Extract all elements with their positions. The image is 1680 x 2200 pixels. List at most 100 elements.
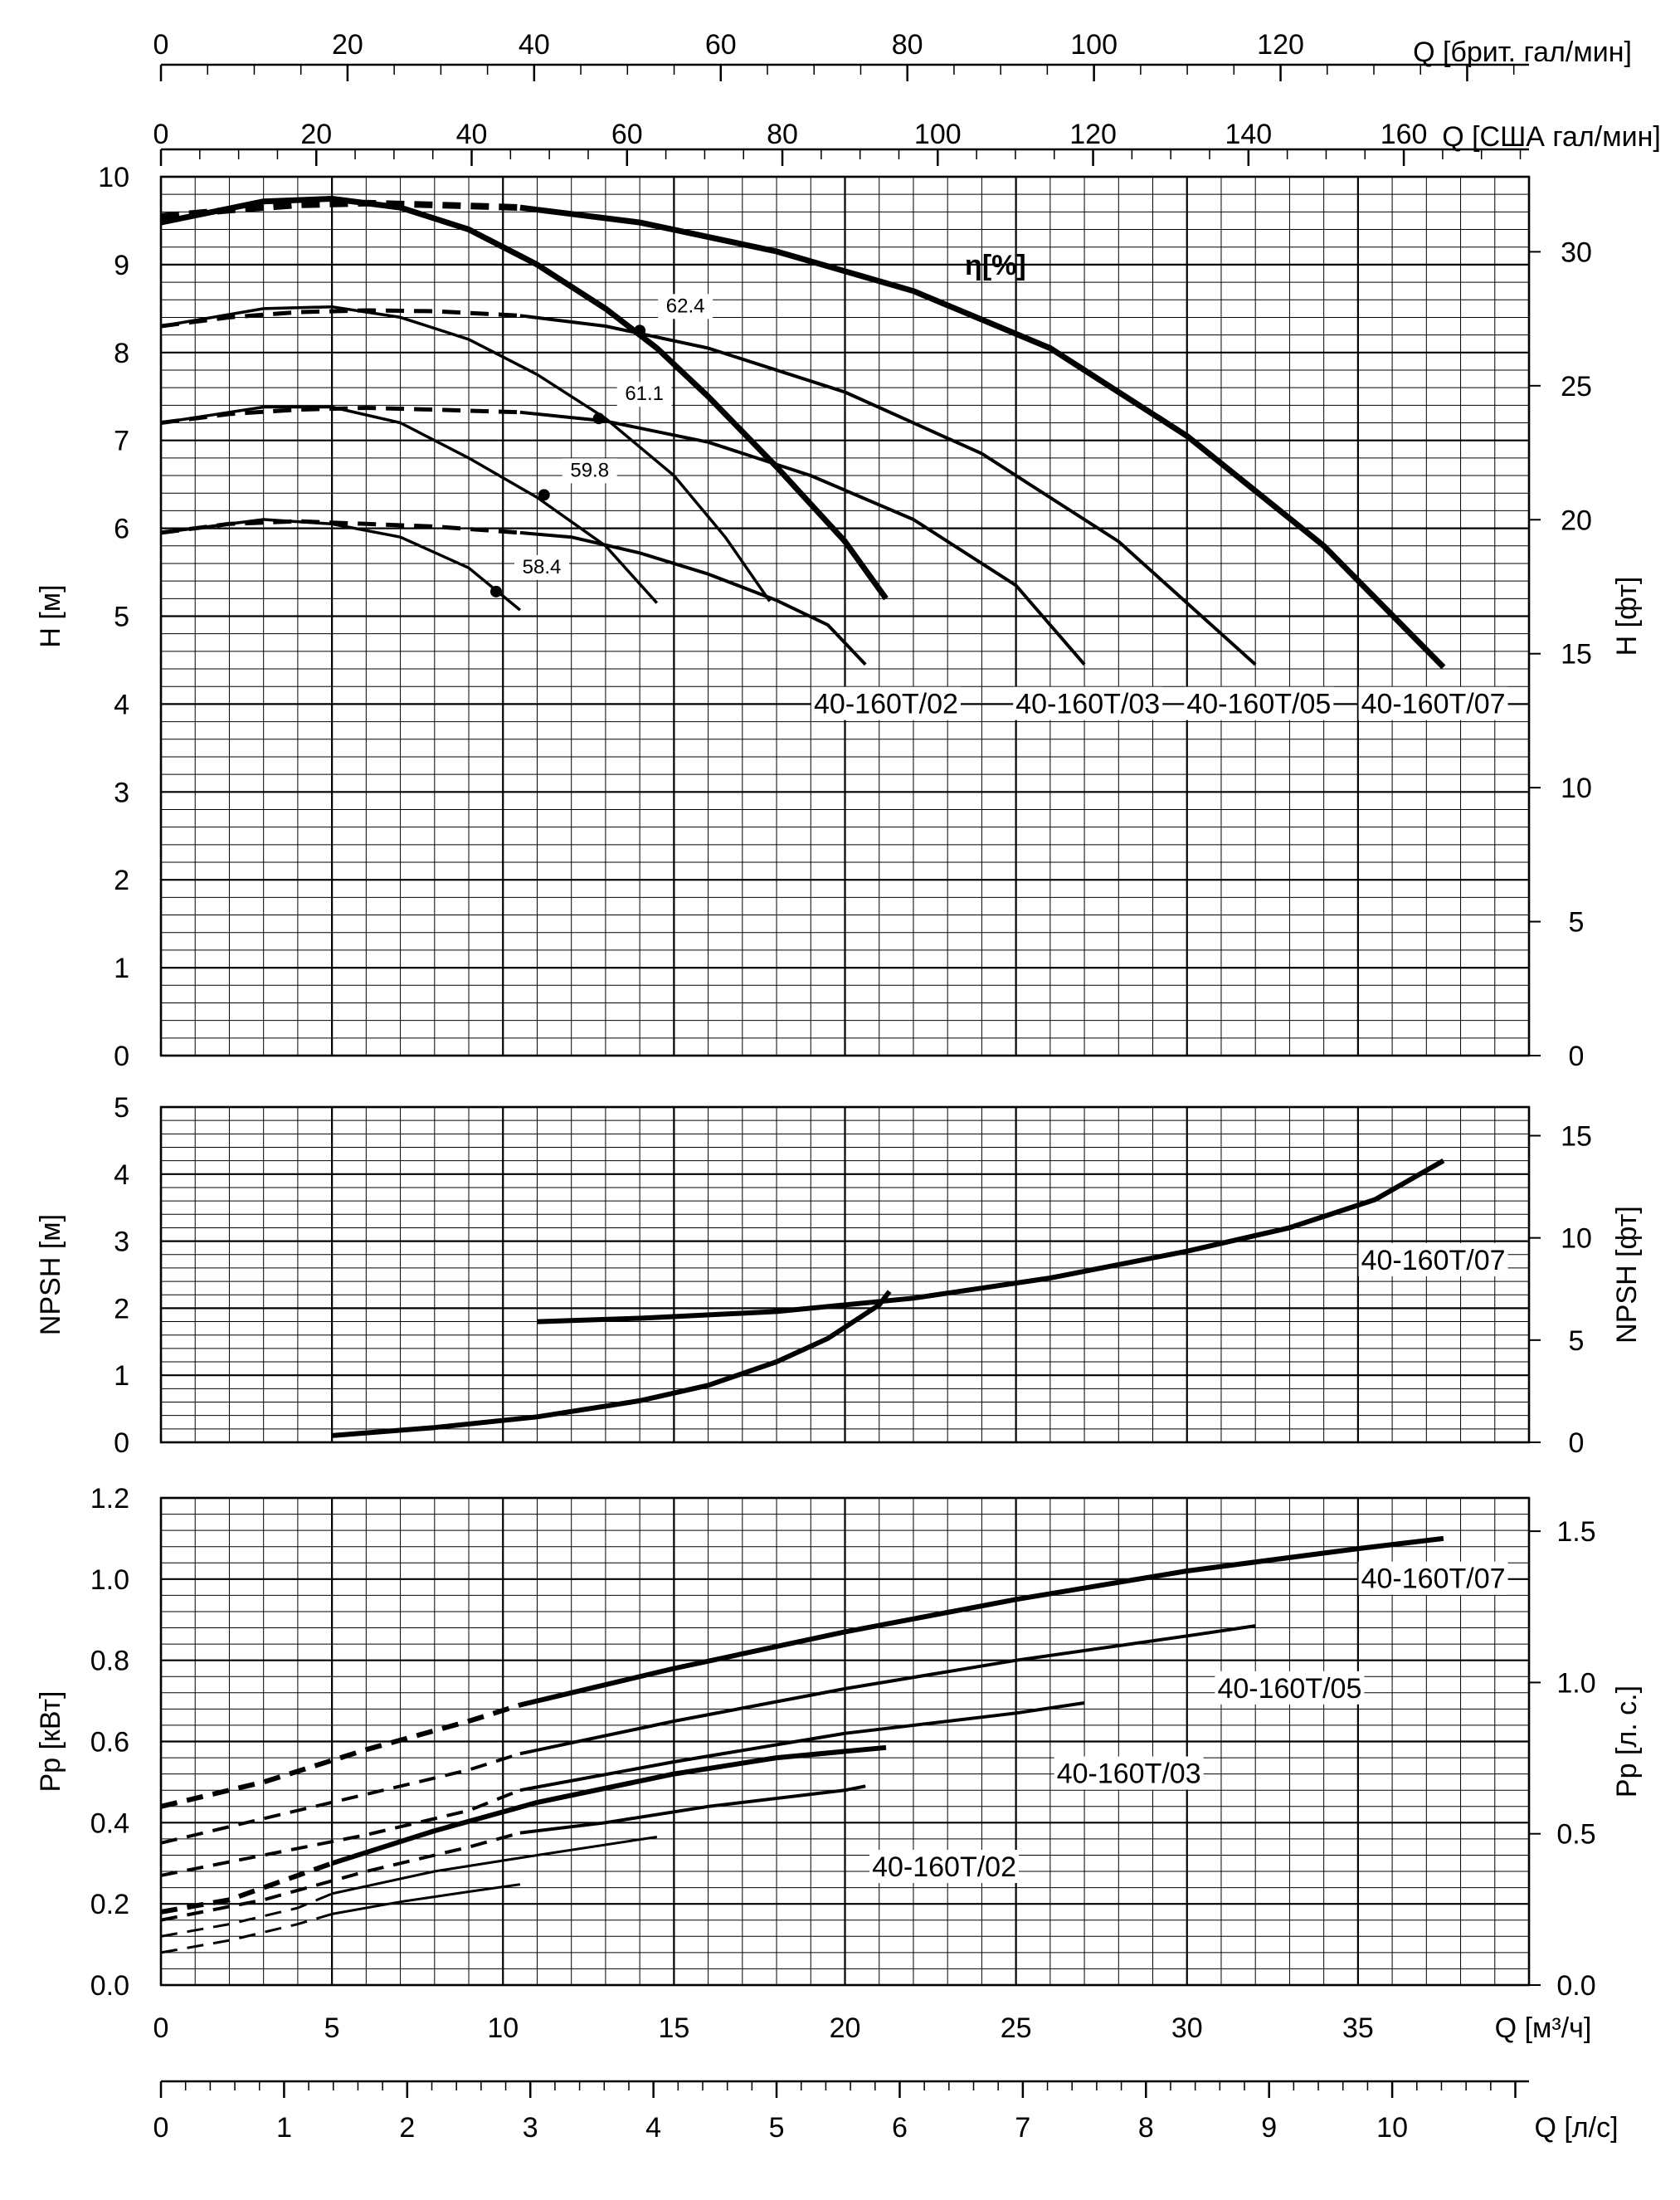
power-grid <box>159 1496 1531 1987</box>
series-label-bg <box>1358 686 1508 720</box>
power-frame <box>159 1496 1531 1987</box>
power-series-label: 40-160T/05 <box>1217 1673 1361 1705</box>
efficiency-label-bg <box>562 458 617 484</box>
power-curve-dashed <box>160 1912 333 1954</box>
power-tick-label: 0.2 <box>90 1889 129 1920</box>
q-ls-tick-label: 9 <box>1261 2112 1277 2144</box>
q-ls-tick-label: 2 <box>399 2112 415 2144</box>
head-frame <box>159 175 1531 1057</box>
q-us-tick-label: 100 <box>914 119 962 150</box>
power-curve-dashed <box>160 1831 521 1922</box>
head-grid <box>159 175 1531 1057</box>
q-ls-tick-label: 4 <box>645 2112 661 2144</box>
power-label-bg <box>869 1850 1020 1884</box>
power-label-bg <box>1215 1671 1365 1705</box>
head-tick-label: 9 <box>114 250 129 281</box>
q-uk-tick-label: 20 <box>332 29 363 61</box>
head-right-axis-title: H [фт] <box>1611 577 1643 656</box>
npsh-tick-label: 5 <box>114 1092 129 1124</box>
q-m3h-tick-label: 30 <box>1171 2012 1203 2044</box>
npsh-curve <box>331 1290 892 1438</box>
q-m3h-tick-label: 20 <box>830 2012 861 2044</box>
efficiency-point <box>538 489 550 501</box>
npsh-right-axis-title: NPSH [фт] <box>1611 1206 1643 1344</box>
power-curve <box>519 1701 1085 1793</box>
efficiency-label-bg <box>616 382 672 407</box>
npsh-tick-label: 2 <box>114 1293 129 1324</box>
head-right-tick-label: 10 <box>1561 773 1592 804</box>
npsh-tick-label: 4 <box>114 1159 129 1191</box>
grid-layer <box>159 175 1531 1987</box>
power-curve <box>519 1535 1444 1708</box>
power-right-tick-label: 1.5 <box>1556 1516 1595 1548</box>
q-uk-tick-label: 120 <box>1257 29 1304 61</box>
npsh-grid <box>159 1105 1531 1444</box>
efficiency-label: 62.4 <box>666 295 705 317</box>
q-m3h-tick-label: 15 <box>658 2012 689 2044</box>
head-tick-label: 1 <box>114 953 129 984</box>
q-ls-tick-label: 3 <box>523 2112 538 2144</box>
q-us-tick-label: 160 <box>1381 119 1428 150</box>
power-tick-label: 1.2 <box>90 1483 129 1515</box>
q-us-tick-label: 40 <box>456 119 488 150</box>
q-uk-axis-title: Q [брит. гал/мин] <box>1413 37 1632 68</box>
q-us-axis-title: Q [США гал/мин] <box>1442 121 1661 153</box>
q-us-tick-label: 120 <box>1069 119 1117 150</box>
head-tick-label: 4 <box>114 689 129 720</box>
power-curve <box>519 1784 866 1835</box>
head-tick-label: 2 <box>114 865 129 896</box>
npsh-right-tick-label: 0 <box>1569 1427 1585 1459</box>
head-curve-dashed-40-160T/05 <box>160 308 521 329</box>
q-ls-tick-label: 1 <box>276 2112 292 2144</box>
power-right-tick-label: 0.0 <box>1556 1970 1595 2002</box>
head-curve-40-160T/03 <box>519 410 1086 666</box>
efficiency-point <box>490 585 503 598</box>
power-tick-label: 0.6 <box>90 1727 129 1759</box>
curve-layer <box>160 196 1446 1954</box>
series-label: 40-160T/03 <box>1015 689 1160 720</box>
q-ls-tick-label: 0 <box>153 2112 169 2144</box>
power-label-bg <box>1054 1756 1204 1790</box>
q-m3h-tick-label: 25 <box>1001 2012 1032 2044</box>
power-curve-dashed <box>160 1702 521 1809</box>
power-right-tick-label: 0.5 <box>1556 1819 1595 1851</box>
efficiency-label: 58.4 <box>523 556 562 578</box>
head-tick-label: 10 <box>98 162 129 193</box>
efficiency-axis-label: η[%] <box>965 250 1026 281</box>
efficiency-label: 61.1 <box>625 383 664 405</box>
head-right-tick-label: 20 <box>1561 505 1592 536</box>
power-curve-dashed <box>160 1861 334 1915</box>
q-m3h-tick-label: 0 <box>153 2012 169 2044</box>
npsh-series-label: 40-160T/07 <box>1361 1245 1506 1276</box>
power-curve-dashed <box>160 1892 333 1938</box>
power-label-bg <box>1358 1561 1508 1595</box>
power-tick-label: 0.0 <box>90 1970 129 2002</box>
q-us-tick-label: 140 <box>1225 119 1272 150</box>
impeller-curve <box>160 305 772 602</box>
q-ls-tick-label: 10 <box>1376 2112 1408 2144</box>
head-right-tick-label: 30 <box>1561 237 1592 268</box>
npsh-tick-label: 1 <box>114 1360 129 1392</box>
efficiency-point <box>592 412 605 425</box>
head-right-tick-label: 15 <box>1561 639 1592 671</box>
head-curve-40-160T/07 <box>519 204 1446 670</box>
npsh-right-tick-label: 5 <box>1569 1325 1585 1357</box>
q-uk-tick-label: 60 <box>705 29 737 61</box>
power-tick-label: 0.4 <box>90 1807 129 1839</box>
head-right-tick-label: 5 <box>1569 907 1585 939</box>
power-series-label: 40-160T/07 <box>1361 1563 1506 1595</box>
q-ls-axis-title: Q [л/с] <box>1534 2112 1618 2144</box>
power-series-label: 40-160T/03 <box>1057 1759 1201 1790</box>
q-us-tick-label: 20 <box>300 119 332 150</box>
series-label-bg <box>811 686 961 720</box>
npsh-tick-label: 3 <box>114 1227 129 1258</box>
series-label: 40-160T/02 <box>814 689 958 720</box>
power-series-label: 40-160T/02 <box>872 1851 1016 1883</box>
q-ls-tick-label: 6 <box>892 2112 908 2144</box>
q-us-tick-label: 60 <box>611 119 643 150</box>
head-right-tick-label: 0 <box>1569 1041 1585 1072</box>
series-label-bg <box>1013 686 1163 720</box>
series-label: 40-160T/07 <box>1361 689 1506 720</box>
power-curve <box>331 1836 658 1895</box>
